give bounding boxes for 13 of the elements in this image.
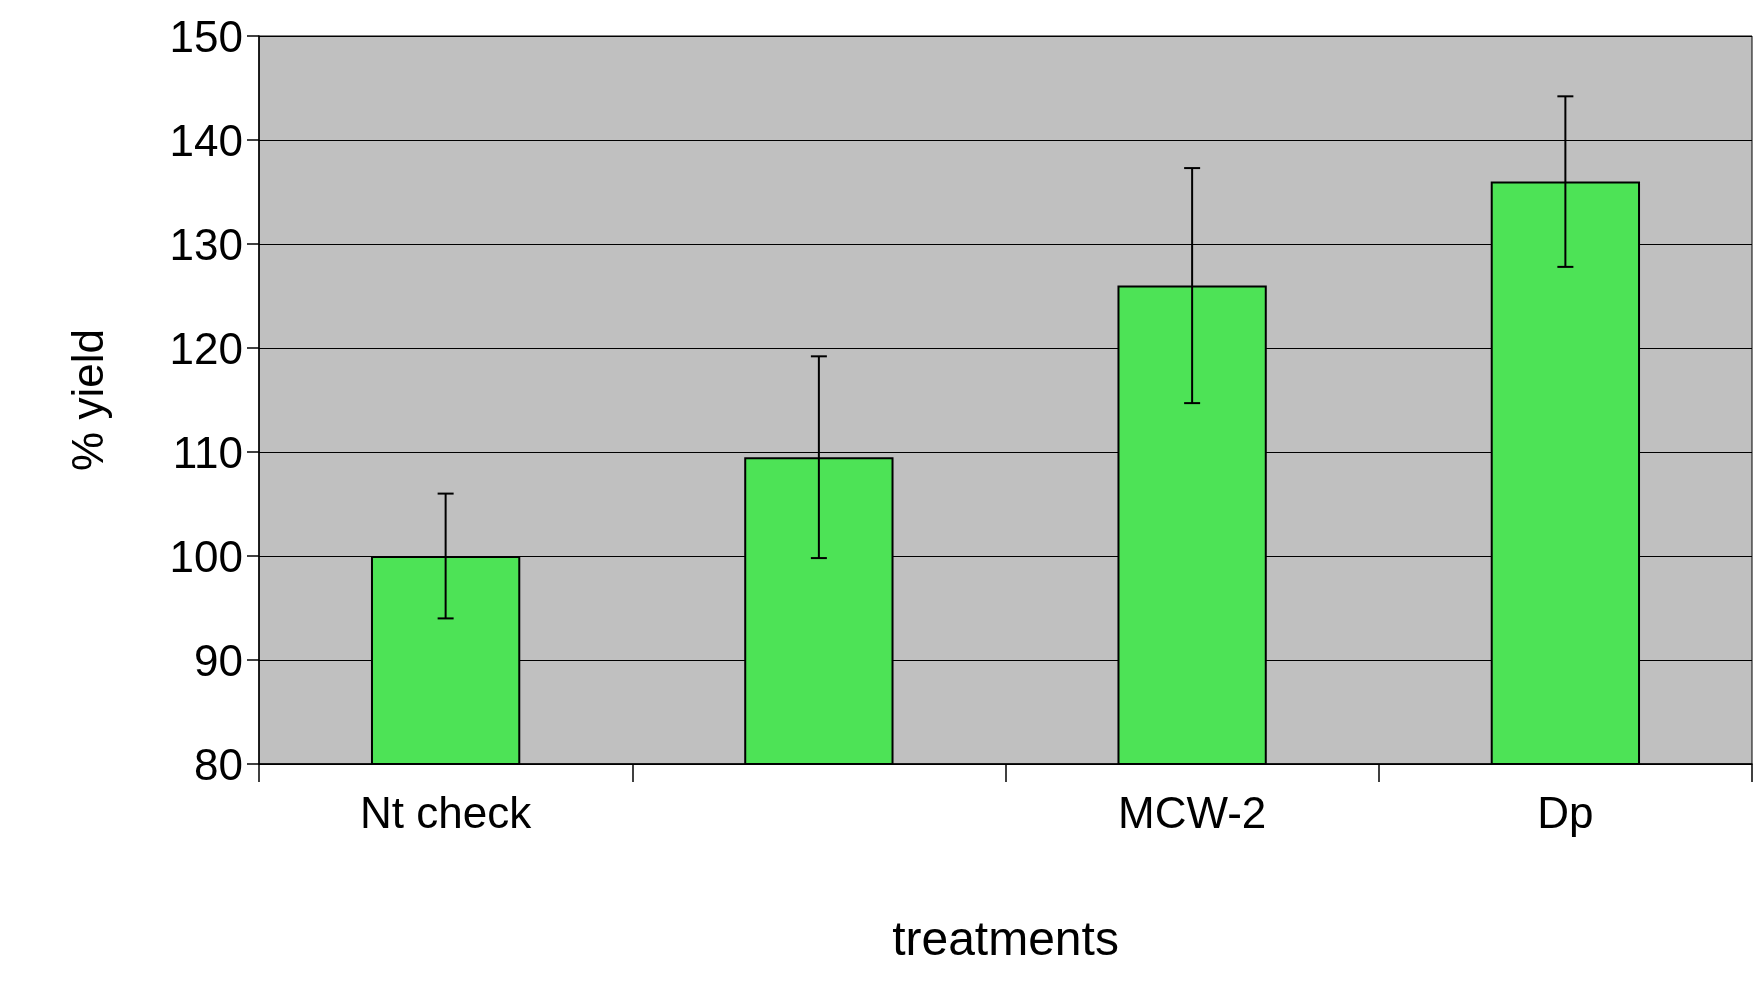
y-tick-label: 110 [172,427,243,477]
y-tick-label: 80 [194,739,243,789]
y-axis-title: % yield [62,329,112,471]
y-tick-label: 130 [169,219,243,269]
x-tick-label: Dp [1537,787,1594,837]
y-tick-label: 150 [169,11,243,61]
x-tick-label: Nt check [360,787,533,837]
y-tick-label: 120 [169,323,243,373]
y-tick-label: 100 [169,531,243,581]
y-tick-label: 140 [169,115,243,165]
x-axis-title: treatments [892,911,1119,965]
y-tick-label: 90 [194,635,243,685]
x-tick-label: MCW-2 [1117,787,1267,837]
